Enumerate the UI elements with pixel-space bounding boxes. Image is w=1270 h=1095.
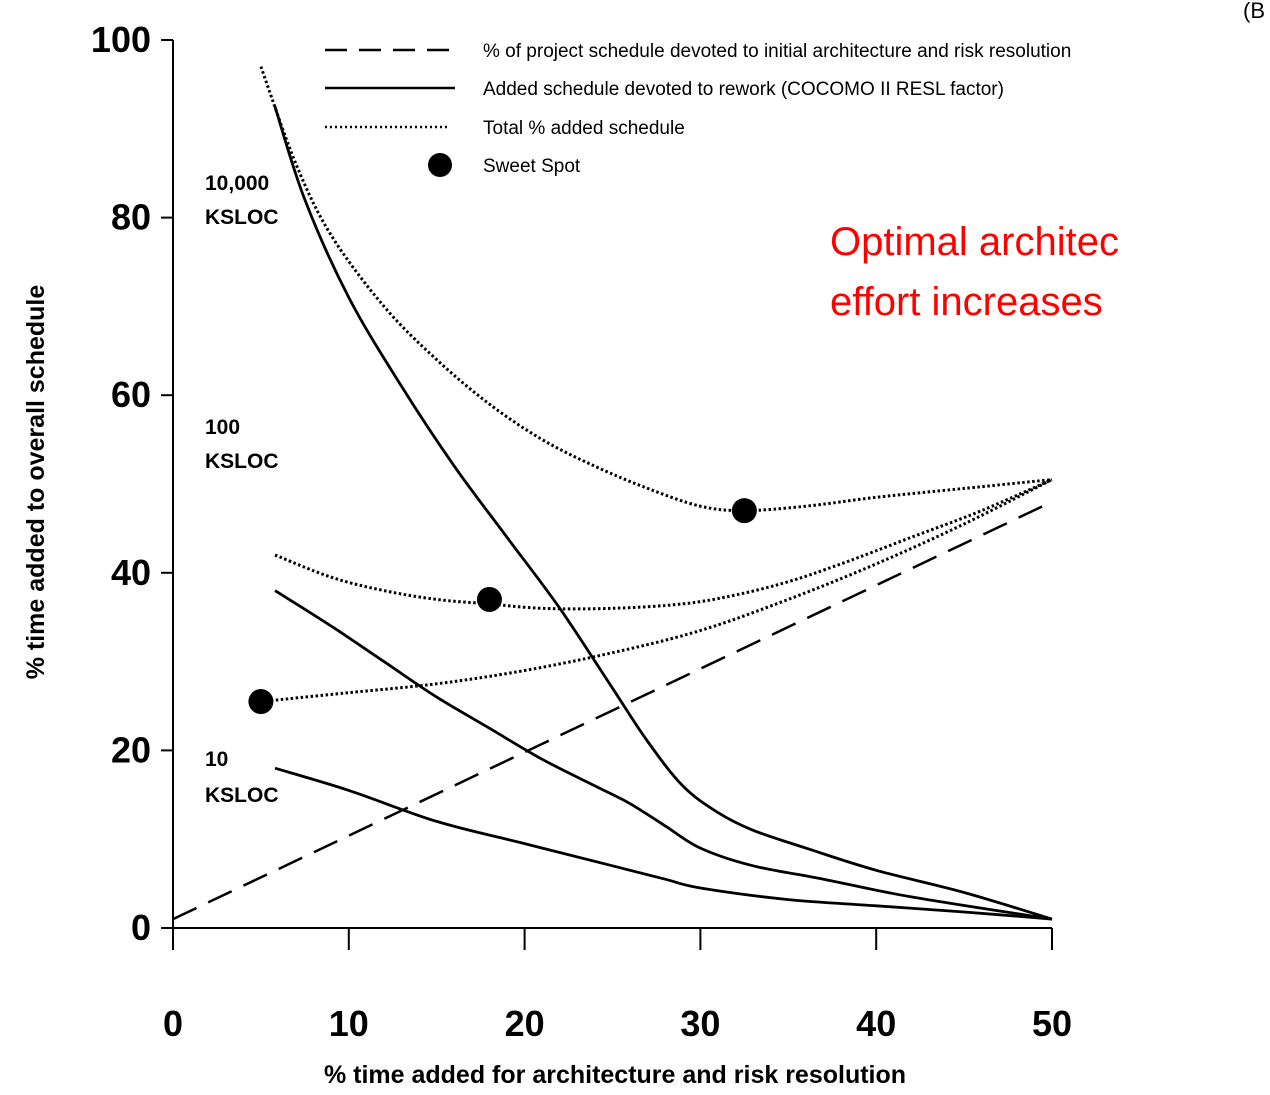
sweet-spot-marker bbox=[248, 689, 274, 715]
y-tick-label: 20 bbox=[111, 729, 151, 770]
svg-text:Optimal architec: Optimal architec bbox=[830, 220, 1119, 264]
x-tick-label: 50 bbox=[1032, 1003, 1072, 1044]
legend-sweet-spot-marker bbox=[428, 153, 452, 177]
x-tick-label: 30 bbox=[680, 1003, 720, 1044]
x-tick-group: 0 10 20 30 40 50 bbox=[163, 928, 1072, 1044]
x-tick-label: 40 bbox=[856, 1003, 896, 1044]
size-label-100: 100 KSLOC bbox=[205, 416, 279, 473]
sweet-spot-layer bbox=[248, 498, 757, 715]
series-line-dotted-total bbox=[260, 478, 1053, 704]
y-tick-label: 0 bbox=[131, 907, 151, 948]
y-tick-label: 80 bbox=[111, 197, 151, 238]
svg-text:% of project schedule devoted: % of project schedule devoted to initial… bbox=[483, 41, 1071, 62]
legend-item-dotted: Total % added schedule bbox=[325, 118, 685, 139]
series-line-solid-rework bbox=[274, 766, 1053, 921]
svg-text:100: 100 bbox=[205, 416, 240, 439]
svg-text:KSLOC: KSLOC bbox=[205, 450, 279, 473]
y-tick-group: 0 20 40 60 80 100 bbox=[91, 19, 173, 948]
size-label-10: 10 KSLOC bbox=[205, 748, 279, 807]
svg-text:10: 10 bbox=[205, 748, 228, 771]
x-tick-label: 10 bbox=[329, 1003, 369, 1044]
size-label-10000: 10,000 KSLOC bbox=[205, 172, 279, 229]
sweet-spot-marker bbox=[476, 586, 502, 612]
series-layer bbox=[172, 66, 1053, 921]
y-axis-title: % time added to overall schedule bbox=[22, 285, 50, 680]
series-line-dashed-architecture bbox=[172, 500, 1053, 921]
svg-text:Sweet Spot: Sweet Spot bbox=[483, 156, 581, 177]
legend-item-solid: Added schedule devoted to rework (COCOMO… bbox=[325, 79, 1004, 100]
corner-text: (B bbox=[1243, 0, 1265, 23]
x-axis-title: % time added for architecture and risk r… bbox=[324, 1061, 906, 1089]
x-tick-label: 20 bbox=[505, 1003, 545, 1044]
sweet-spot-marker bbox=[731, 498, 757, 524]
legend-item-dashed: % of project schedule devoted to initial… bbox=[325, 41, 1071, 62]
annotation: Optimal architec effort increases bbox=[830, 220, 1119, 324]
svg-text:KSLOC: KSLOC bbox=[205, 784, 279, 807]
svg-text:Total % added schedule: Total % added schedule bbox=[483, 118, 685, 139]
y-tick-label: 100 bbox=[91, 19, 151, 60]
legend: % of project schedule devoted to initial… bbox=[325, 41, 1071, 177]
y-tick-label: 40 bbox=[111, 552, 151, 593]
svg-text:effort increases: effort increases bbox=[830, 280, 1103, 324]
y-tick-label: 60 bbox=[111, 374, 151, 415]
series-line-solid-rework bbox=[274, 589, 1053, 921]
svg-text:KSLOC: KSLOC bbox=[205, 206, 279, 229]
x-tick-label: 0 bbox=[163, 1003, 183, 1044]
legend-item-sweet-spot: Sweet Spot bbox=[428, 153, 581, 177]
series-line-solid-rework bbox=[273, 106, 1053, 921]
series-line-dotted-total bbox=[274, 478, 1053, 611]
svg-text:10,000: 10,000 bbox=[205, 172, 269, 195]
svg-text:Added schedule devoted to rewo: Added schedule devoted to rework (COCOMO… bbox=[483, 79, 1004, 100]
